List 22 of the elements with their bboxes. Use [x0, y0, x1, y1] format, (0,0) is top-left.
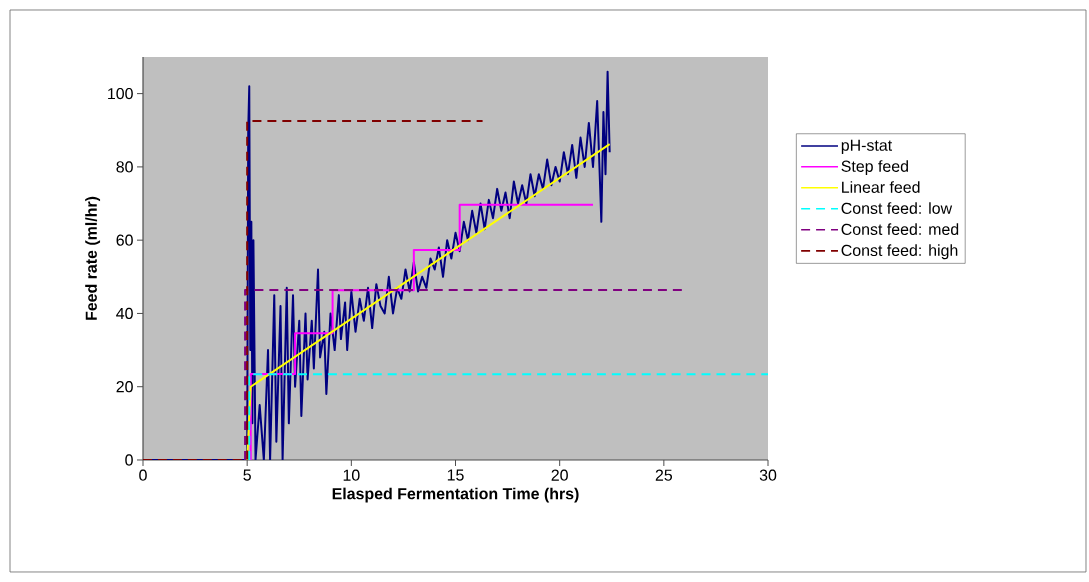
x-tick-label: 10 — [343, 469, 360, 481]
legend-label: Const feed: high — [841, 244, 958, 260]
y-tick-label: 40 — [116, 307, 133, 320]
y-tick-label: 60 — [116, 234, 133, 246]
legend-label: Const feed: low — [841, 202, 953, 214]
legend-label: pH-stat — [841, 139, 893, 155]
y-axis-title: Feed rate (ml/hr) — [85, 196, 101, 320]
x-tick-label: 0 — [139, 469, 147, 481]
legend-label: Linear feed — [842, 181, 920, 193]
y-tick-label: 80 — [116, 161, 133, 173]
y-tick-label: 20 — [116, 381, 133, 393]
x-tick-label: 30 — [759, 469, 777, 481]
legend-label: Const feed: med — [841, 223, 959, 235]
x-tick-label: 15 — [447, 469, 464, 481]
x-tick-label: 20 — [551, 469, 568, 481]
legend-label: Step feed — [841, 160, 908, 176]
x-tick-label: 5 — [243, 469, 251, 481]
x-tick-label: 25 — [655, 469, 673, 481]
line-series — [249, 203, 594, 460]
y-tick-label: 100 — [108, 87, 133, 100]
y-tick-label: 0 — [125, 454, 133, 466]
x-axis-title: Elasped Fermentation Time (hrs) — [332, 487, 579, 503]
